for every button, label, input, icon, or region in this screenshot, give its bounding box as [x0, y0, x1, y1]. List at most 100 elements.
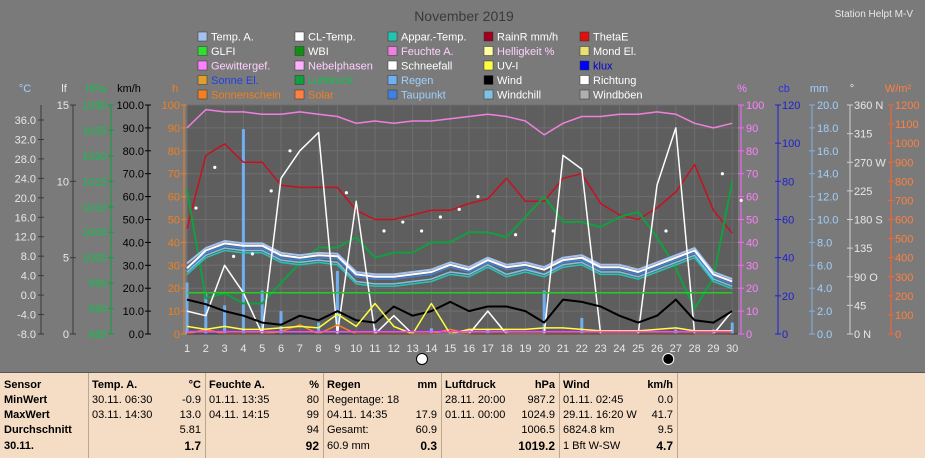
legend-label: GLFI [211, 46, 235, 58]
y-axis-unit: °C [19, 83, 31, 95]
wind-direction-dot [288, 149, 292, 153]
moon-phase-markers [416, 353, 675, 365]
x-tick-label: 22 [576, 343, 588, 355]
wind-direction-dot [720, 172, 725, 176]
legend-label: Luftdruck [308, 75, 354, 87]
wind-direction-dot [401, 220, 405, 224]
legend-swatch [483, 60, 494, 71]
legend-label: Windböen [593, 90, 643, 102]
statistics-table: Sensor MinWert MaxWert Durchschnitt 30.1… [0, 372, 925, 458]
legend-label: Richtung [593, 75, 636, 87]
legend-label: Feuchte A. [401, 46, 454, 58]
temp-title: Temp. A. [92, 379, 138, 391]
cb-axis-label: 0 [782, 329, 788, 341]
wind-max-time: 29.11. 16:20 W [563, 409, 637, 421]
rain-bar [279, 311, 283, 334]
hpa-axis-label: 1025 [83, 125, 107, 137]
kmh-axis-label: 10.0 [123, 306, 144, 318]
humidity-max-time: 04.11. 14:15 [209, 409, 270, 421]
legend-label: RainR mm/h [497, 32, 558, 44]
temp-max-value: 13.0 [179, 409, 201, 421]
legend-swatch [197, 60, 208, 71]
wind-direction-dot [250, 252, 254, 256]
series-line [186, 181, 734, 310]
deg-axis-label: 360 N [854, 100, 883, 112]
mm-axis-label: 0.0 [817, 329, 832, 341]
hpa-axis-label: 995 [89, 278, 107, 290]
x-tick-label: 1 [184, 343, 190, 355]
kmh-axis-label: 20.0 [123, 283, 144, 295]
rain-total-value: 60.9 [415, 424, 437, 436]
y-axis-unit: mm [810, 83, 828, 95]
legend-swatch [294, 46, 305, 56]
weather-chart: November 2019 Station Helpt M-V Temp. A.… [15, 8, 919, 365]
mm-axis-label: 10.0 [817, 215, 838, 227]
legend-label: Sonnenschein [211, 90, 281, 102]
mm-axis-label: 16.0 [817, 146, 838, 158]
series-line [186, 108, 733, 136]
stats-header-label: Sensor [4, 379, 42, 391]
temp-axis-label: 28.0 [15, 154, 36, 166]
wind-unit: km/h [647, 379, 673, 391]
x-tick-label: 18 [500, 343, 512, 355]
legend-swatch [387, 31, 398, 42]
legend-swatch [579, 31, 590, 42]
pressure-last-value: 1019.2 [518, 439, 555, 453]
legend-label: Helligkeit % [497, 46, 555, 58]
x-tick-label: 21 [557, 343, 569, 355]
deg-axis-label: 90 O [854, 272, 878, 284]
wm2-axis-label: 700 [895, 195, 913, 207]
legend-swatch [197, 89, 208, 100]
x-tick-label: 17 [482, 343, 494, 355]
h-axis-label: 50 [168, 215, 180, 227]
x-tick-label: 4 [240, 343, 246, 355]
legend-label: ThetaE [593, 32, 628, 44]
pct-axis-label: 90 [746, 123, 758, 135]
wm2-axis-label: 600 [895, 215, 913, 227]
pct-axis-label: 100 [746, 100, 764, 112]
h-axis-label: 100 [162, 100, 180, 112]
legend-swatch [483, 46, 494, 56]
station-name: Station Helpt M-V [835, 9, 914, 20]
wind-direction-dot [382, 229, 386, 233]
full-moon-icon [416, 353, 428, 365]
kmh-axis-label: 80.0 [123, 146, 144, 158]
kmh-axis-label: 100.0 [116, 100, 144, 112]
x-tick-label: 10 [350, 343, 362, 355]
legend-swatch [294, 89, 305, 100]
pct-axis-label: 30 [746, 260, 758, 272]
x-tick-label: 30 [726, 343, 738, 355]
temp-axis-label: 4.0 [21, 271, 36, 283]
kmh-axis-label: 50.0 [123, 215, 144, 227]
stats-pressure-column: Luftdruck hPa 28.11. 20:00 987.2 01.11. 00… [441, 373, 560, 458]
rain-bar [260, 290, 264, 334]
h-axis-label: 30 [168, 260, 180, 272]
x-tick-label: 7 [297, 343, 303, 355]
humidity-min-value: 80 [306, 394, 319, 406]
kmh-axis-label: 70.0 [123, 169, 144, 181]
legend-swatch [387, 89, 398, 100]
legend-label: Solar [308, 90, 334, 102]
pct-axis-label: 50 [746, 215, 758, 227]
rain-bar [730, 322, 734, 334]
series-line [186, 244, 733, 285]
x-tick-label: 3 [222, 343, 228, 355]
y-axis-unit: h [172, 83, 178, 95]
stats-rain-column: Regen mm Regentage: 18 04.11. 14:35 17.9 G… [323, 373, 442, 458]
h-axis-label: 90 [168, 123, 180, 135]
legend-label: Windchill [497, 90, 541, 102]
legend-swatch [387, 60, 398, 71]
wind-max-value: 41.7 [651, 409, 673, 421]
legend-swatch [579, 60, 590, 71]
wind-direction-dots [194, 149, 743, 258]
wm2-axis-label: 1200 [895, 100, 919, 112]
deg-axis-label: 135 [854, 243, 872, 255]
mm-axis-label: 14.0 [817, 169, 838, 181]
legend-label: CL-Temp. [308, 32, 356, 44]
stats-avg-label: Durchschnitt [4, 424, 72, 436]
wind-direction-dot [232, 254, 236, 258]
wind-direction-dot [476, 195, 480, 199]
new-moon-icon [662, 353, 675, 365]
pct-axis-label: 40 [746, 237, 758, 249]
legend-label: Wind [497, 75, 522, 87]
